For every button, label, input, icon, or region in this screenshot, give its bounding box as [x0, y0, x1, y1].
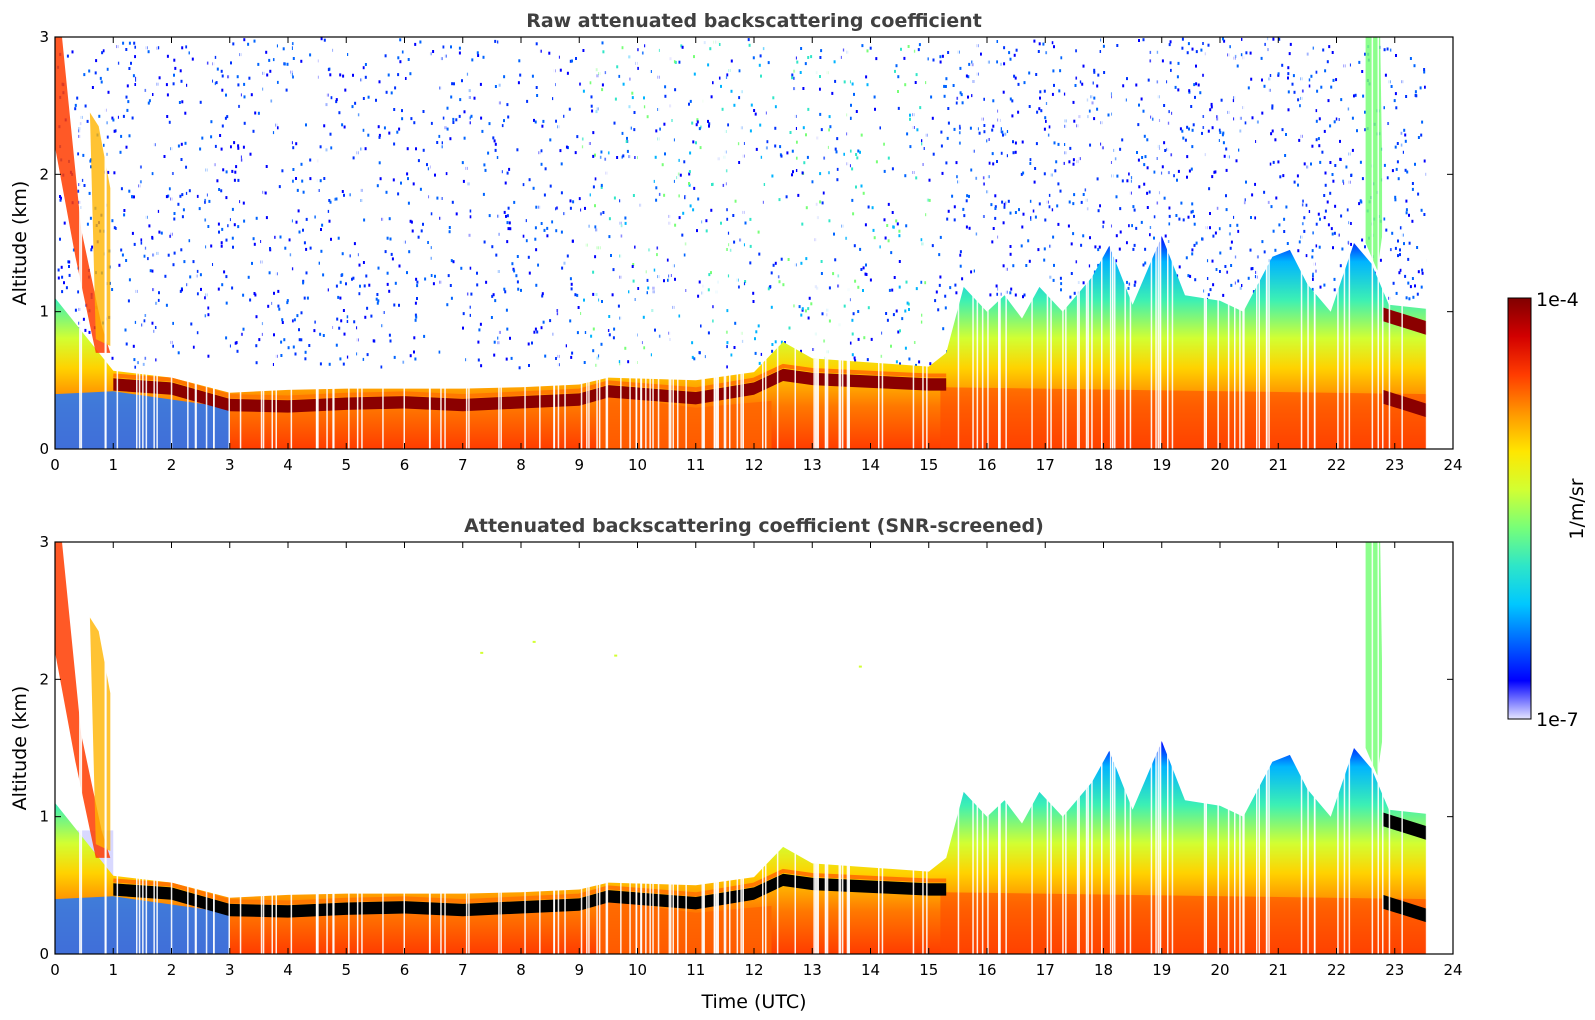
raw-y-axis-label: Altitude (km): [9, 181, 31, 306]
raw-heatmap: [55, 37, 1453, 449]
x-tick-label: 0: [50, 456, 60, 474]
x-tick-label: 12: [744, 961, 763, 979]
x-axis-label: Time (UTC): [700, 991, 806, 1013]
snr-screened-panel: Attenuated backscattering coefficient (S…: [9, 515, 1463, 1013]
x-tick-label: 17: [1036, 961, 1055, 979]
x-tick-label: 12: [744, 456, 763, 474]
raw-axes: 0 1 2 3 4 5 6 7 8 9 10 11 12 13 14 15 16 17 18 19 20 21 22 23 24…: [39, 28, 1462, 474]
y-tick-label: 2: [39, 165, 49, 183]
x-tick-label: 19: [1152, 961, 1171, 979]
x-tick-label: 20: [1210, 961, 1229, 979]
x-tick-label: 15: [919, 961, 938, 979]
x-tick-label: 11: [686, 456, 705, 474]
x-tick-label: 18: [1094, 456, 1113, 474]
x-tick-label: 8: [516, 961, 526, 979]
x-tick-label: 18: [1094, 961, 1113, 979]
x-tick-label: 3: [225, 961, 235, 979]
colorbar: 1e-4 1e-7 1/m/sr: [1507, 289, 1588, 731]
x-tick-label: 21: [1269, 456, 1288, 474]
x-tick-label: 10: [628, 961, 647, 979]
y-tick-label: 0: [39, 945, 49, 963]
raw-panel-title: Raw attenuated backscattering coefficien…: [526, 10, 982, 32]
x-tick-label: 10: [628, 456, 647, 474]
x-tick-label: 2: [167, 456, 177, 474]
x-tick-label: 2: [167, 961, 177, 979]
x-tick-label: 20: [1210, 456, 1229, 474]
x-tick-label: 19: [1152, 456, 1171, 474]
x-tick-label: 14: [861, 961, 880, 979]
x-tick-label: 8: [516, 456, 526, 474]
y-tick-label: 1: [39, 303, 49, 321]
x-tick-label: 7: [458, 456, 468, 474]
y-tick-label: 2: [39, 670, 49, 688]
snr-panel-title: Attenuated backscattering coefficient (S…: [464, 515, 1044, 537]
x-tick-label: 6: [400, 961, 410, 979]
colorbar-unit-label: 1/m/sr: [1566, 478, 1588, 539]
x-tick-label: 6: [400, 456, 410, 474]
x-tick-label: 23: [1385, 456, 1404, 474]
snr-y-axis-label: Altitude (km): [9, 686, 31, 811]
x-tick-label: 14: [861, 456, 880, 474]
x-tick-label: 11: [686, 961, 705, 979]
colorbar-max-label: 1e-4: [1536, 289, 1579, 311]
x-tick-label: 5: [341, 456, 351, 474]
y-tick-label: 1: [39, 808, 49, 826]
x-tick-label: 24: [1443, 961, 1462, 979]
x-tick-label: 13: [803, 456, 822, 474]
x-tick-label: 13: [803, 961, 822, 979]
x-tick-label: 22: [1327, 456, 1346, 474]
colorbar-min-label: 1e-7: [1536, 709, 1579, 731]
x-tick-label: 4: [283, 961, 293, 979]
x-tick-label: 4: [283, 456, 293, 474]
snr-axes: 0 1 2 3 4 5 6 7 8 9 10 11 12 13 14 15 16 17 18 19 20 21 22 23 24…: [39, 533, 1462, 979]
x-tick-label: 3: [225, 456, 235, 474]
x-tick-label: 24: [1443, 456, 1462, 474]
y-tick-label: 3: [39, 533, 49, 551]
colorbar-gradient: [1507, 297, 1532, 720]
x-tick-label: 7: [458, 961, 468, 979]
snr-heatmap: [55, 542, 1453, 954]
x-tick-label: 9: [574, 961, 584, 979]
y-tick-label: 3: [39, 28, 49, 46]
x-tick-label: 22: [1327, 961, 1346, 979]
x-tick-label: 15: [919, 456, 938, 474]
x-tick-label: 5: [341, 961, 351, 979]
x-tick-label: 16: [977, 961, 996, 979]
x-tick-label: 0: [50, 961, 60, 979]
x-tick-label: 1: [108, 961, 118, 979]
y-tick-label: 0: [39, 440, 49, 458]
x-tick-label: 17: [1036, 456, 1055, 474]
x-tick-label: 1: [108, 456, 118, 474]
x-tick-label: 9: [574, 456, 584, 474]
x-tick-label: 16: [977, 456, 996, 474]
x-tick-label: 23: [1385, 961, 1404, 979]
x-tick-label: 21: [1269, 961, 1288, 979]
raw-backscatter-panel: Raw attenuated backscattering coefficien…: [9, 10, 1463, 474]
